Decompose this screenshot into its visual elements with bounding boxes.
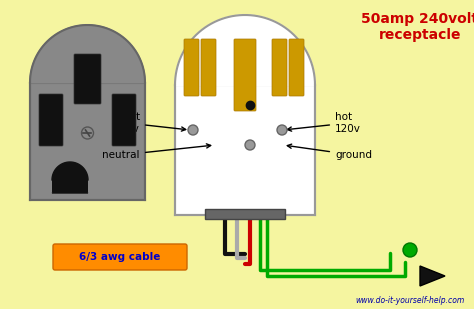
Text: hot
120v: hot 120v <box>287 112 361 134</box>
FancyBboxPatch shape <box>234 39 256 111</box>
FancyBboxPatch shape <box>201 39 216 96</box>
Circle shape <box>277 125 287 135</box>
Text: 6/3 awg cable: 6/3 awg cable <box>79 252 161 262</box>
Circle shape <box>403 243 417 257</box>
Text: ground: ground <box>287 144 372 160</box>
FancyBboxPatch shape <box>53 244 187 270</box>
Circle shape <box>82 127 93 139</box>
FancyBboxPatch shape <box>30 83 145 200</box>
FancyBboxPatch shape <box>289 39 304 96</box>
Text: www.do-it-yourself-help.com: www.do-it-yourself-help.com <box>356 296 465 305</box>
FancyBboxPatch shape <box>52 180 88 192</box>
Text: neutral: neutral <box>102 144 211 160</box>
Polygon shape <box>30 25 145 83</box>
FancyBboxPatch shape <box>175 85 315 215</box>
Text: 50amp 240volt
receptacle: 50amp 240volt receptacle <box>362 12 474 42</box>
Circle shape <box>188 125 198 135</box>
FancyBboxPatch shape <box>74 54 101 104</box>
FancyBboxPatch shape <box>39 94 63 146</box>
FancyBboxPatch shape <box>112 94 136 146</box>
FancyBboxPatch shape <box>272 39 287 96</box>
Polygon shape <box>175 15 315 85</box>
Polygon shape <box>420 266 445 286</box>
FancyBboxPatch shape <box>184 39 199 96</box>
FancyBboxPatch shape <box>205 209 285 219</box>
Circle shape <box>245 140 255 150</box>
Polygon shape <box>52 162 88 193</box>
Text: hot
120v: hot 120v <box>114 112 186 134</box>
